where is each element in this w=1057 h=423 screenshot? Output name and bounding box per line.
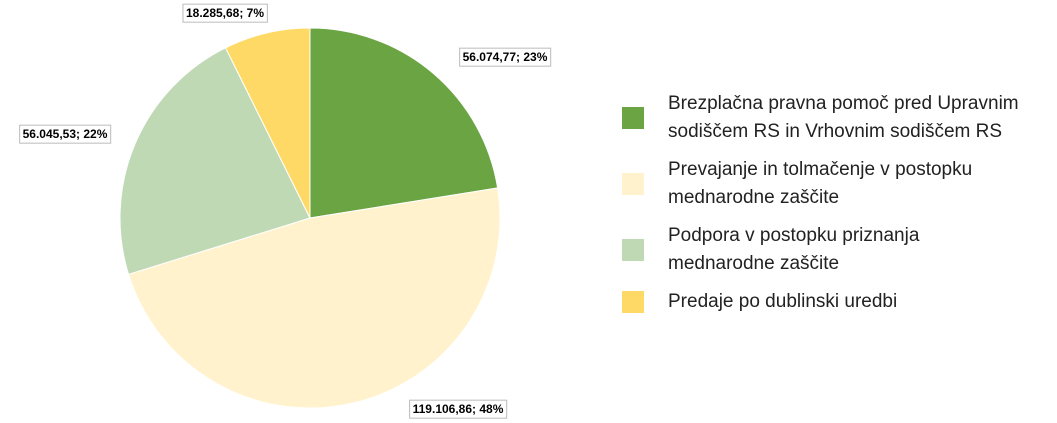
legend-swatch	[622, 239, 644, 261]
label-text: 18.285,68; 7%	[186, 6, 264, 20]
pie-slice	[224, 27, 311, 219]
data-label: 18.285,68; 7%	[182, 3, 268, 23]
label-text: 56.074,77; 23%	[463, 50, 548, 64]
data-label: 56.045,53; 22%	[19, 124, 112, 144]
legend-swatch	[622, 107, 644, 129]
legend: Brezplačna pravna pomoč pred Upravnim so…	[622, 90, 1052, 326]
legend-label: Podpora v postopku priznanja mednarodne …	[668, 225, 920, 274]
label-box	[459, 47, 552, 67]
label-box	[409, 399, 508, 419]
pie-slice	[127, 187, 501, 409]
label-box	[182, 3, 268, 23]
legend-item: Predaje po dublinski uredbi	[622, 288, 1052, 316]
pie-slice	[119, 47, 311, 275]
data-label: 56.074,77; 23%	[459, 47, 552, 67]
legend-swatch	[622, 173, 644, 195]
legend-item: Prevajanje in tolmačenje v postopku medn…	[622, 156, 1052, 212]
legend-item: Podpora v postopku priznanja mednarodne …	[622, 222, 1052, 278]
label-text: 119.106,86; 48%	[413, 402, 504, 416]
legend-swatch	[622, 291, 644, 313]
label-box	[19, 124, 112, 144]
legend-label: Predaje po dublinski uredbi	[668, 291, 898, 312]
label-text: 56.045,53; 22%	[23, 127, 108, 141]
pie-slice	[309, 27, 499, 219]
legend-label: Prevajanje in tolmačenje v postopku medn…	[668, 159, 973, 208]
legend-item: Brezplačna pravna pomoč pred Upravnim so…	[622, 90, 1052, 146]
data-label: 119.106,86; 48%	[409, 399, 508, 419]
legend-label: Brezplačna pravna pomoč pred Upravnim so…	[668, 93, 1019, 142]
